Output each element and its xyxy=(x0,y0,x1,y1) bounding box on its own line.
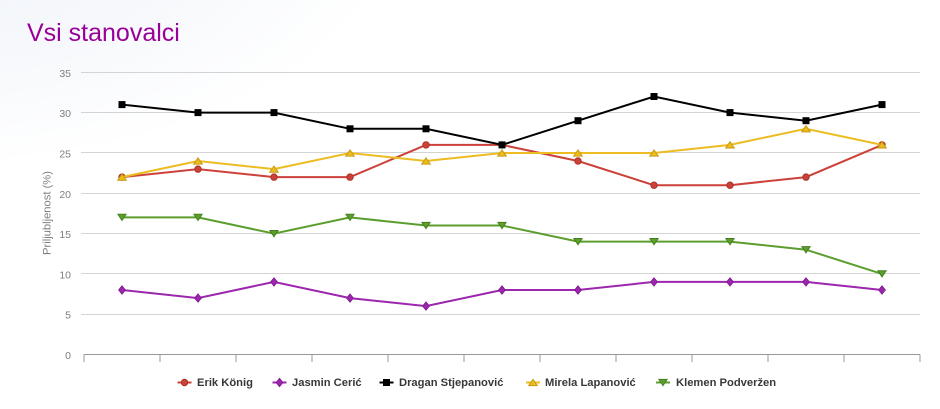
svg-text:25: 25 xyxy=(59,149,71,161)
svg-text:30: 30 xyxy=(59,108,71,120)
svg-text:5: 5 xyxy=(65,310,71,322)
svg-text:Priljubljenost (%): Priljubljenost (%) xyxy=(42,171,54,255)
svg-text:Mirela Lapanović: Mirela Lapanović xyxy=(545,377,636,389)
svg-text:Dragan Stjepanović: Dragan Stjepanović xyxy=(399,377,503,389)
svg-text:Klemen Podveržen: Klemen Podveržen xyxy=(676,377,776,389)
svg-text:0: 0 xyxy=(65,350,71,362)
svg-text:15: 15 xyxy=(59,229,71,241)
svg-text:35: 35 xyxy=(59,68,71,80)
svg-text:20: 20 xyxy=(59,189,71,201)
svg-text:Erik König: Erik König xyxy=(197,377,253,389)
svg-text:10: 10 xyxy=(59,269,71,281)
svg-text:Jasmin Cerić: Jasmin Cerić xyxy=(292,377,362,389)
